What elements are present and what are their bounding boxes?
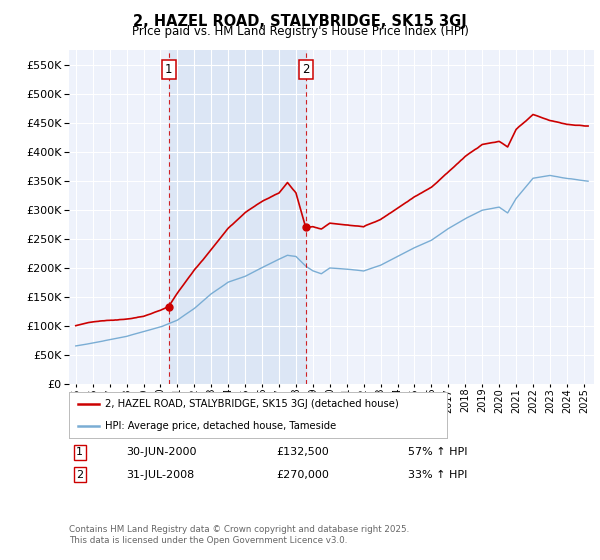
Text: 33% ↑ HPI: 33% ↑ HPI bbox=[408, 470, 467, 480]
Text: 2: 2 bbox=[302, 63, 310, 76]
Text: 2, HAZEL ROAD, STALYBRIDGE, SK15 3GJ: 2, HAZEL ROAD, STALYBRIDGE, SK15 3GJ bbox=[133, 14, 467, 29]
Bar bbox=[169, 50, 306, 384]
Text: 1: 1 bbox=[165, 63, 173, 76]
Text: Contains HM Land Registry data © Crown copyright and database right 2025.
This d: Contains HM Land Registry data © Crown c… bbox=[69, 525, 409, 545]
Text: £132,500: £132,500 bbox=[276, 447, 329, 458]
Text: 2: 2 bbox=[76, 470, 83, 480]
Text: 30-JUN-2000: 30-JUN-2000 bbox=[126, 447, 197, 458]
Text: 31-JUL-2008: 31-JUL-2008 bbox=[126, 470, 194, 480]
Text: 1: 1 bbox=[76, 447, 83, 458]
Text: 2, HAZEL ROAD, STALYBRIDGE, SK15 3GJ (detached house): 2, HAZEL ROAD, STALYBRIDGE, SK15 3GJ (de… bbox=[105, 399, 398, 409]
Text: 57% ↑ HPI: 57% ↑ HPI bbox=[408, 447, 467, 458]
Text: £270,000: £270,000 bbox=[276, 470, 329, 480]
Text: HPI: Average price, detached house, Tameside: HPI: Average price, detached house, Tame… bbox=[105, 421, 336, 431]
Text: Price paid vs. HM Land Registry's House Price Index (HPI): Price paid vs. HM Land Registry's House … bbox=[131, 25, 469, 38]
